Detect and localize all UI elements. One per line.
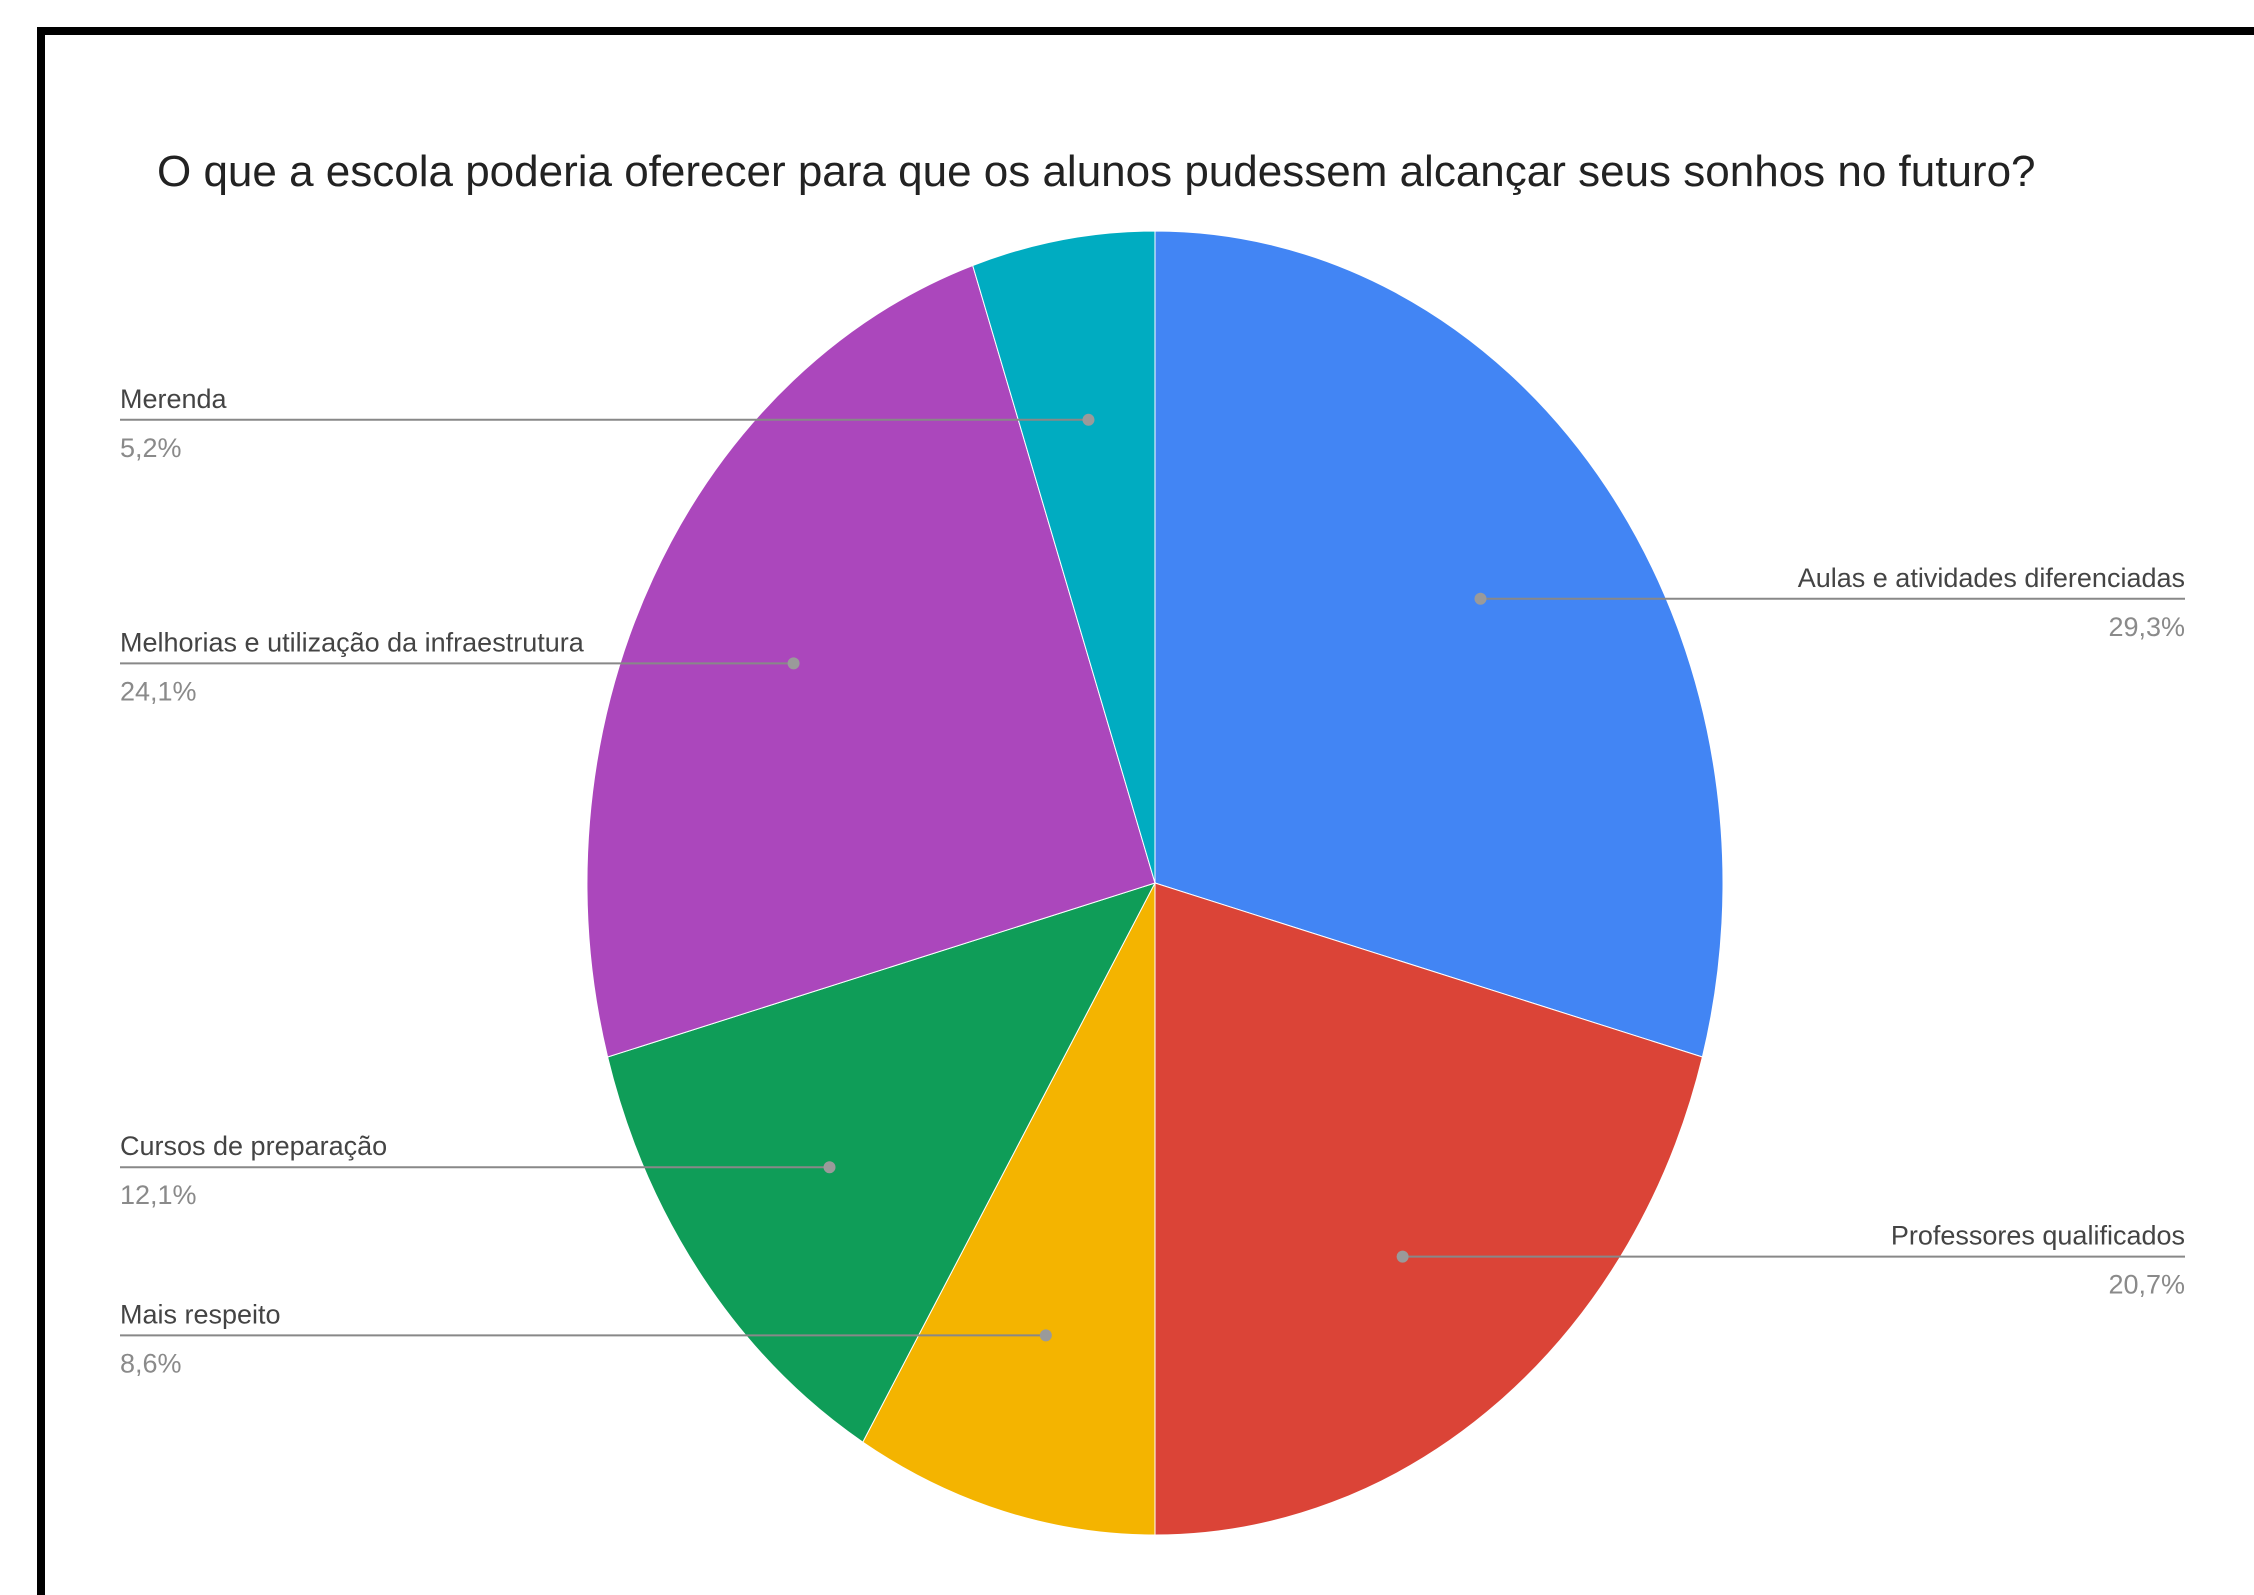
slice-value-professores-qualificados: 20,7% [2108, 1270, 2185, 1300]
slice-label-mais-respeito: Mais respeito [120, 1299, 281, 1329]
pie-slice-professores-qualificados [1154, 882, 1703, 1536]
slice-value-mais-respeito: 8,6% [120, 1348, 182, 1378]
callout-dot-merenda [1082, 413, 1095, 426]
pie-slice-merenda [972, 230, 1156, 884]
slice-label-melhorias-e-utilizacao-da-infraestrutura: Melhorias e utilização da infraestrutura [120, 627, 585, 657]
pie-slice-aulas-e-atividades-diferenciadas [1154, 230, 1724, 1058]
slice-label-merenda: Merenda [120, 384, 228, 414]
slice-label-cursos-de-preparacao: Cursos de preparação [120, 1131, 387, 1161]
slice-value-cursos-de-preparacao: 12,1% [120, 1180, 197, 1210]
slice-value-aulas-e-atividades-diferenciadas: 29,3% [2108, 612, 2185, 642]
slice-value-merenda: 5,2% [120, 433, 182, 463]
slice-value-melhorias-e-utilizacao-da-infraestrutura: 24,1% [120, 676, 197, 706]
pie-chart: Aulas e atividades diferenciadas 29,3% Pro… [120, 230, 2185, 1536]
callout-dot-aulas-e-atividades-diferenciadas [1474, 592, 1487, 605]
pie-slice-melhorias-e-utilizacao-da-infraestrutura [586, 264, 1156, 1058]
callout-dot-mais-respeito [1039, 1329, 1052, 1342]
slice-label-professores-qualificados: Professores qualificados [1891, 1221, 2185, 1251]
pie-slice-mais-respeito [862, 882, 1156, 1536]
pie-labels: Aulas e atividades diferenciadas 29,3% Pro… [120, 384, 2185, 1378]
callout-dot-cursos-de-preparacao [823, 1161, 836, 1174]
chart-frame: O que a escola poderia oferecer para que… [37, 27, 2254, 1595]
callout-dot-melhorias-e-utilizacao-da-infraestrutura [787, 657, 800, 670]
pie-slice-cursos-de-preparacao [607, 882, 1157, 1443]
callout-dot-professores-qualificados [1396, 1250, 1409, 1263]
slice-label-aulas-e-atividades-diferenciadas: Aulas e atividades diferenciadas [1798, 563, 2185, 593]
pie-slices [586, 230, 1724, 1536]
chart-title: O que a escola poderia oferecer para que… [157, 147, 2036, 196]
